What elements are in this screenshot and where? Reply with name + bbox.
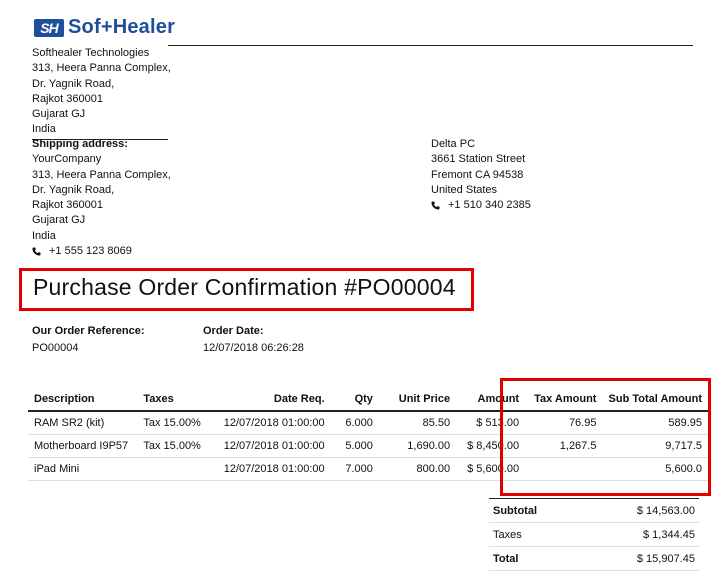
taxes-row: Taxes $ 1,344.45 [489, 522, 699, 547]
subtotal-label: Subtotal [489, 498, 582, 523]
cell-amount: $ 8,450.00 [456, 434, 526, 458]
cell-tax-amount: 76.95 [525, 411, 603, 435]
shipping-line: Dr. Yagnik Road, [32, 183, 115, 196]
table-row: Motherboard I9P57 Tax 15.00% 12/07/2018 … [28, 434, 708, 458]
order-date-label: Order Date: [203, 325, 264, 337]
vendor-phone-number: +1 510 340 2385 [448, 199, 531, 212]
cell-subtotal-amount: 5,600.0 [602, 457, 708, 481]
col-date-req: Date Req. [206, 388, 331, 412]
company-address-line: 313, Heera Panna Complex, [32, 62, 171, 75]
subtotal-row: Subtotal $ 14,563.00 [489, 498, 699, 523]
shipping-line: Gujarat GJ [32, 214, 86, 227]
cell-unit-price: 85.50 [378, 411, 457, 435]
table-header-row: Description Taxes Date Req. Qty Unit Pri… [28, 388, 708, 412]
vendor-line: Fremont CA 94538 [431, 168, 524, 181]
phone-icon [32, 247, 41, 256]
cell-tax-amount: 1,267.5 [525, 434, 603, 458]
cell-qty: 5.000 [330, 434, 379, 458]
shipping-line: India [32, 229, 56, 242]
order-date-value: 12/07/2018 06:26:28 [203, 342, 304, 354]
col-subtotal-amount: Sub Total Amount [602, 388, 708, 412]
total-value: $ 15,907.45 [581, 546, 699, 571]
cell-tax-amount [525, 457, 603, 481]
header-divider [168, 45, 693, 46]
cell-description: RAM SR2 (kit) [28, 411, 138, 435]
company-address-line: India [32, 123, 56, 136]
vendor-phone: +1 510 340 2385 [431, 198, 531, 213]
cell-description: iPad Mini [28, 457, 138, 481]
col-tax-amount: Tax Amount [525, 388, 603, 412]
company-logo: SH Sof+Healer [34, 16, 175, 39]
shipping-line: 313, Heera Panna Complex, [32, 168, 171, 181]
company-address-line: Dr. Yagnik Road, [32, 77, 115, 90]
shipping-phone: +1 555 123 8069 [32, 244, 171, 259]
total-label: Total [489, 546, 582, 571]
company-address-line: Gujarat GJ [32, 108, 86, 121]
shipping-line: YourCompany [32, 153, 102, 166]
shipping-label: Shipping address: [32, 138, 128, 150]
cell-subtotal-amount: 589.95 [602, 411, 708, 435]
col-amount: Amount [456, 388, 526, 412]
order-ref-value: PO00004 [32, 342, 79, 354]
cell-unit-price: 800.00 [378, 457, 457, 481]
cell-description: Motherboard I9P57 [28, 434, 138, 458]
col-taxes: Taxes [137, 388, 207, 412]
table-row: iPad Mini 12/07/2018 01:00:00 7.000 800.… [28, 457, 708, 481]
col-unit-price: Unit Price [378, 388, 457, 412]
order-lines-table: Description Taxes Date Req. Qty Unit Pri… [28, 388, 708, 481]
cell-date-req: 12/07/2018 01:00:00 [206, 457, 331, 481]
cell-date-req: 12/07/2018 01:00:00 [206, 434, 331, 458]
subtotal-value: $ 14,563.00 [581, 498, 699, 523]
vendor-name: Delta PC [431, 138, 476, 150]
logo-mark: SH [34, 18, 64, 37]
cell-qty: 6.000 [330, 411, 379, 435]
page-title: Purchase Order Confirmation #PO00004 [33, 274, 456, 300]
vendor-line: 3661 Station Street [431, 153, 526, 166]
table-row: RAM SR2 (kit) Tax 15.00% 12/07/2018 01:0… [28, 411, 708, 435]
shipping-phone-number: +1 555 123 8069 [49, 245, 132, 258]
order-ref-label: Our Order Reference: [32, 325, 145, 337]
col-description: Description [28, 388, 138, 412]
company-address-line: Rajkot 360001 [32, 92, 103, 105]
company-address: Softhealer Technologies 313, Heera Panna… [32, 46, 171, 138]
taxes-label: Taxes [489, 522, 582, 547]
phone-icon [431, 201, 440, 210]
address-divider [32, 139, 168, 140]
totals-table: Subtotal $ 14,563.00 Taxes $ 1,344.45 To… [489, 498, 699, 571]
cell-taxes [137, 457, 207, 481]
shipping-line: Rajkot 360001 [32, 199, 103, 212]
col-qty: Qty [330, 388, 379, 412]
cell-amount: $ 513.00 [456, 411, 526, 435]
title-highlight-box [19, 268, 474, 311]
company-name: Softhealer Technologies [32, 47, 150, 59]
cell-subtotal-amount: 9,717.5 [602, 434, 708, 458]
taxes-value: $ 1,344.45 [581, 522, 699, 547]
cell-amount: $ 5,600.00 [456, 457, 526, 481]
cell-date-req: 12/07/2018 01:00:00 [206, 411, 331, 435]
shipping-address: Shipping address: YourCompany 313, Heera… [32, 137, 171, 259]
vendor-line: United States [431, 183, 498, 196]
total-row: Total $ 15,907.45 [489, 546, 699, 571]
cell-taxes: Tax 15.00% [137, 411, 207, 435]
cell-qty: 7.000 [330, 457, 379, 481]
logo-text: Sof+Healer [68, 16, 176, 38]
cell-taxes: Tax 15.00% [137, 434, 207, 458]
cell-unit-price: 1,690.00 [378, 434, 457, 458]
tax-columns-highlight-box [500, 378, 711, 496]
vendor-address: Delta PC 3661 Station Street Fremont CA … [431, 137, 531, 213]
